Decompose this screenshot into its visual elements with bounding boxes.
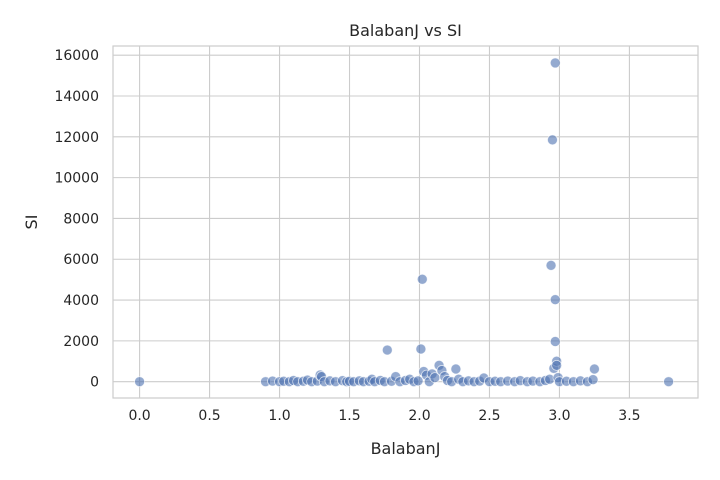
data-point <box>545 259 557 271</box>
data-point <box>663 376 675 388</box>
y-tick-label: 10000 <box>54 171 99 187</box>
data-point <box>549 57 561 69</box>
x-tick-label: 2.5 <box>478 408 500 424</box>
x-tick-label: 1.0 <box>268 408 290 424</box>
data-point <box>549 336 561 347</box>
y-tick-label: 0 <box>90 375 99 391</box>
x-tick-label: 0.5 <box>198 408 220 424</box>
y-tick-label: 6000 <box>63 252 99 268</box>
plot-frame <box>112 45 699 399</box>
data-point <box>450 363 462 375</box>
data-point <box>551 359 563 371</box>
y-tick-label: 12000 <box>54 130 99 146</box>
data-point <box>381 344 393 356</box>
data-point <box>589 363 600 375</box>
data-point <box>547 134 558 146</box>
y-tick-label: 14000 <box>54 89 99 105</box>
x-tick-label: 1.5 <box>338 408 360 424</box>
y-axis-title: SI <box>22 215 41 230</box>
x-tick-label: 0.0 <box>128 408 150 424</box>
data-point <box>415 343 427 355</box>
x-tick-labels: 0.0 0.5 1.0 1.5 2.0 2.5 3.0 3.5 <box>128 408 640 424</box>
x-tick-label: 2.0 <box>408 408 430 424</box>
x-tick-label: 3.0 <box>548 408 570 424</box>
data-point <box>134 376 145 388</box>
data-point <box>549 294 561 306</box>
x-axis-title: BalabanJ <box>371 439 441 458</box>
data-points <box>134 57 675 388</box>
y-tick-labels: 0 2000 4000 6000 8000 10000 12000 14000 16000 <box>54 48 99 390</box>
data-point <box>587 374 599 386</box>
y-tick-label: 8000 <box>63 211 99 227</box>
data-point <box>412 375 424 387</box>
chart-title: BalabanJ vs SI <box>349 21 462 40</box>
y-tick-label: 4000 <box>63 293 99 309</box>
y-tick-label: 16000 <box>54 48 99 64</box>
x-tick-label: 3.5 <box>618 408 640 424</box>
grid <box>113 46 698 398</box>
y-tick-label: 2000 <box>63 334 99 350</box>
data-point <box>416 273 428 285</box>
